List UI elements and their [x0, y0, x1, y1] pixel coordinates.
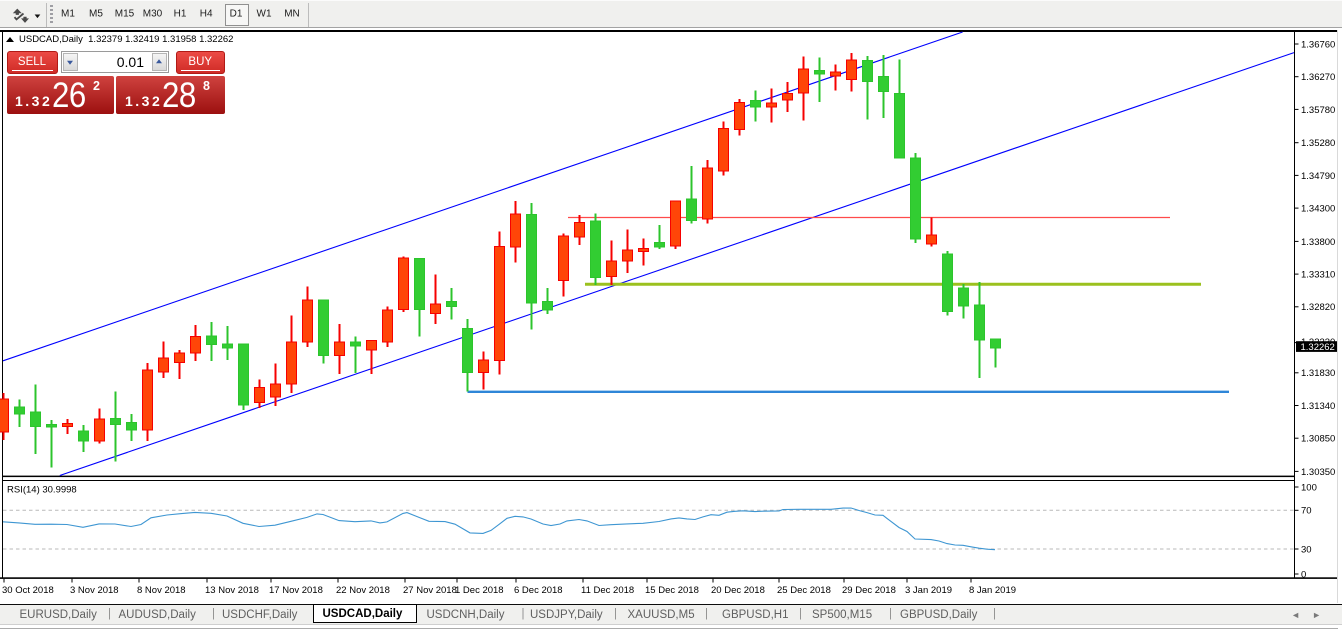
svg-text:29 Dec 2018: 29 Dec 2018: [842, 585, 896, 596]
svg-text:1.36270: 1.36270: [1301, 72, 1335, 83]
svg-text:100: 100: [1301, 482, 1317, 493]
svg-text:27 Nov 2018: 27 Nov 2018: [403, 585, 457, 596]
svg-text:1.32820: 1.32820: [1301, 302, 1335, 313]
svg-text:6 Dec 2018: 6 Dec 2018: [514, 585, 563, 596]
svg-text:70: 70: [1301, 506, 1312, 517]
svg-text:1.34790: 1.34790: [1301, 171, 1335, 182]
svg-text:1.31830: 1.31830: [1301, 368, 1335, 379]
svg-text:30 Oct 2018: 30 Oct 2018: [2, 585, 54, 596]
svg-text:3 Jan 2019: 3 Jan 2019: [905, 585, 952, 596]
svg-text:RSI(14) 30.9998: RSI(14) 30.9998: [7, 484, 77, 495]
svg-text:13 Nov 2018: 13 Nov 2018: [205, 585, 259, 596]
svg-text:11 Dec 2018: 11 Dec 2018: [581, 585, 634, 596]
svg-text:1.32262: 1.32262: [1301, 342, 1335, 353]
svg-text:0: 0: [1301, 569, 1306, 580]
svg-text:1.36760: 1.36760: [1301, 39, 1335, 50]
svg-text:1.33310: 1.33310: [1301, 270, 1335, 281]
svg-text:30: 30: [1301, 544, 1312, 555]
svg-text:8 Nov 2018: 8 Nov 2018: [137, 585, 186, 596]
svg-text:15 Dec 2018: 15 Dec 2018: [645, 585, 699, 596]
svg-text:25 Dec 2018: 25 Dec 2018: [777, 585, 831, 596]
svg-text:1 Dec 2018: 1 Dec 2018: [455, 585, 504, 596]
svg-text:1.34300: 1.34300: [1301, 204, 1335, 215]
svg-text:8 Jan 2019: 8 Jan 2019: [969, 585, 1016, 596]
svg-text:22 Nov 2018: 22 Nov 2018: [336, 585, 390, 596]
svg-text:1.35280: 1.35280: [1301, 138, 1335, 149]
svg-text:1.30350: 1.30350: [1301, 467, 1335, 478]
svg-text:17 Nov 2018: 17 Nov 2018: [269, 585, 323, 596]
svg-text:1.30850: 1.30850: [1301, 434, 1335, 445]
svg-text:1.31340: 1.31340: [1301, 401, 1335, 412]
svg-text:3 Nov 2018: 3 Nov 2018: [70, 585, 119, 596]
svg-text:1.35780: 1.35780: [1301, 105, 1335, 116]
svg-text:1.33800: 1.33800: [1301, 237, 1335, 248]
svg-text:20 Dec 2018: 20 Dec 2018: [711, 585, 765, 596]
